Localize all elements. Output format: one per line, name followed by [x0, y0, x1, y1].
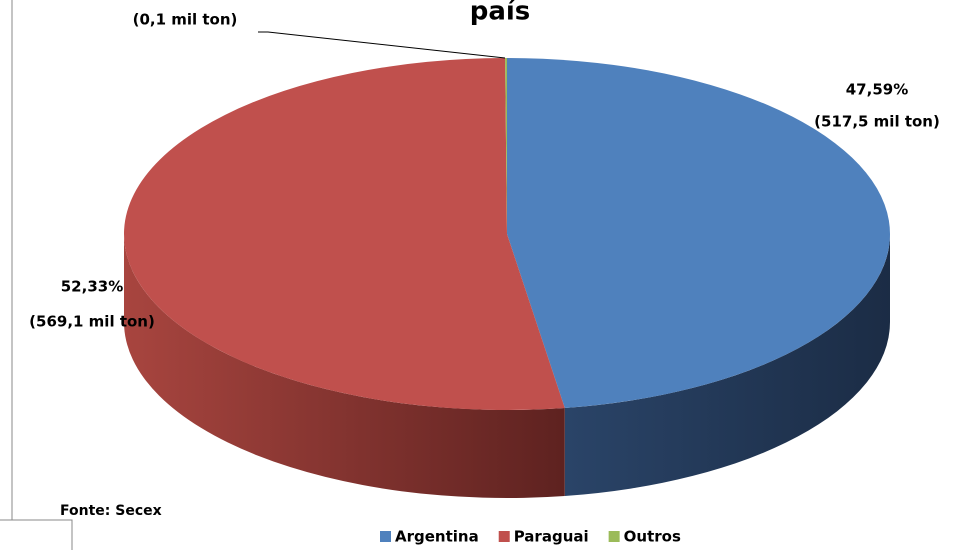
legend-label: Paraguai — [514, 528, 589, 546]
data-label: 52,33% — [61, 278, 123, 296]
slice — [507, 58, 890, 408]
slice — [123, 58, 565, 410]
data-label: (569,1 mil ton) — [29, 313, 155, 331]
slice-side — [124, 234, 565, 498]
legend-swatch — [608, 531, 620, 542]
leader-line — [258, 31, 506, 59]
frame-box — [0, 519, 73, 550]
slice-side — [564, 234, 890, 496]
legend-swatch — [380, 531, 391, 542]
legend-swatch — [498, 531, 510, 542]
data-label: (517,5 mil ton) — [814, 113, 940, 131]
data-label: (0,1 mil ton) — [133, 11, 238, 29]
source: Fonte: Secex — [60, 503, 162, 519]
chart-title: país — [470, 0, 531, 27]
legend-label: Argentina — [395, 528, 479, 546]
data-label: 47,59% — [846, 81, 908, 99]
slice — [505, 58, 507, 234]
legend-label: Outros — [624, 528, 681, 546]
